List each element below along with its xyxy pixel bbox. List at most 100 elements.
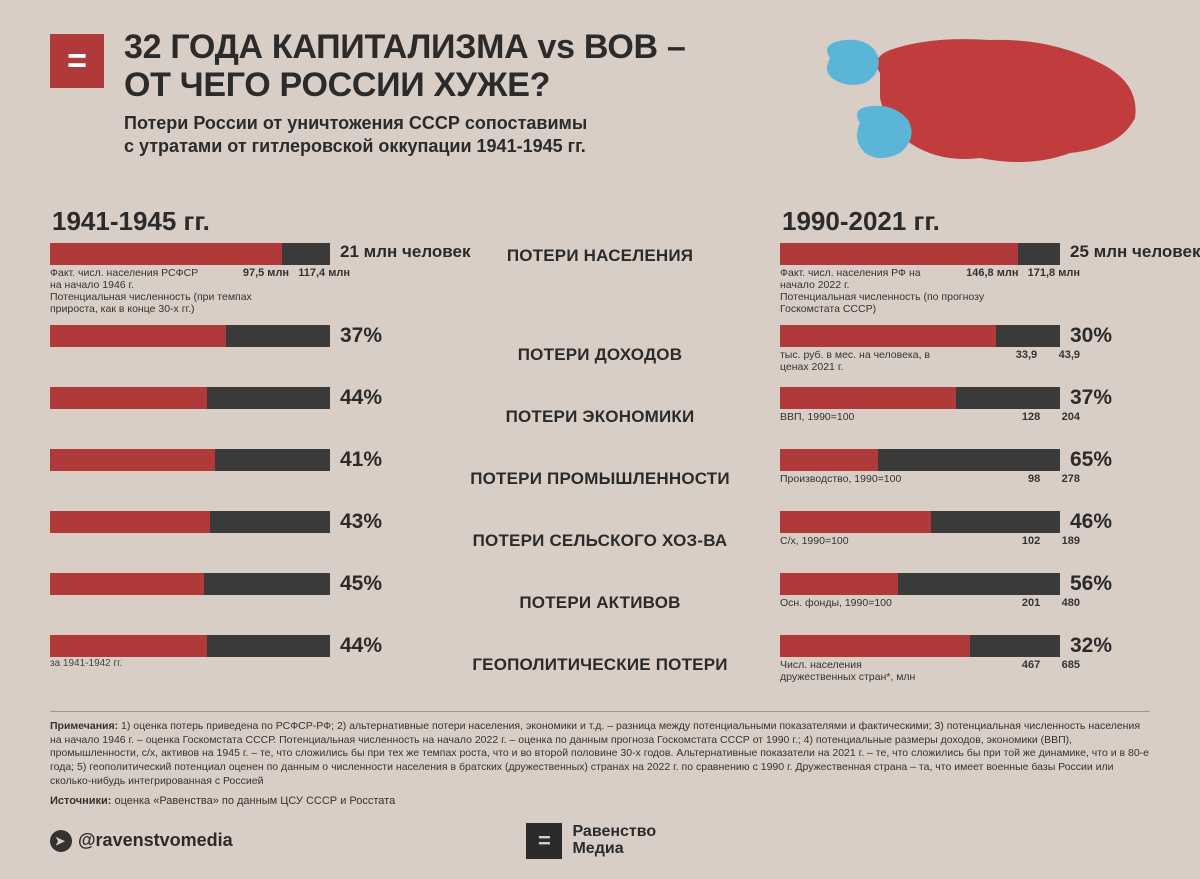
right-row: 46% С/х, 1990=100 102 189 [780,511,1150,573]
bar-value: 46% [1070,511,1112,533]
bar-red [780,387,956,409]
bar-track [780,635,1060,657]
left-row-population: 21 млн человек Факт. числ. населения РСФ… [50,243,420,325]
bar-track [780,387,1060,409]
column-left: 1941-1945 гг. 21 млн человек Факт. числ.… [50,206,420,697]
right-row: 32% Числ. населения дружественных стран*… [780,635,1150,697]
left-row: 37% [50,325,420,387]
bar-value: 41% [340,449,382,471]
bar-value: 37% [340,325,382,347]
bar-value: 56% [1070,573,1112,595]
bar-annotation: тыс. руб. в мес. на человека, в ценах 20… [780,349,1080,373]
telegram-link[interactable]: ➤ @ravenstvomedia [50,830,233,852]
bar-red [780,511,931,533]
annot-label: С/х, 1990=100 [780,535,849,547]
brand-line: Равенство [572,823,656,840]
bar-annotation: Факт. числ. населения РФ на начало 2022 … [780,267,1080,315]
bar-red [50,449,215,471]
bar-value: 32% [1070,635,1112,657]
annot-num: 204 [1062,411,1080,423]
annot-num: 480 [1062,597,1080,609]
annot-label: Осн. фонды, 1990=100 [780,597,892,609]
annot-num: 685 [1062,659,1080,671]
bar-red [780,325,996,347]
right-row-population: 25 млн человек Факт. числ. населения РФ … [780,243,1150,325]
left-row: 43% [50,511,420,573]
bar-red [780,449,878,471]
sources-body: оценка «Равенства» по данным ЦСУ СССР и … [111,795,395,807]
title-block: 32 ГОДА КАПИТАЛИЗМА vs ВОВ – ОТ ЧЕГО РОС… [124,28,780,157]
brand-line: Медиа [572,840,623,857]
annot-label: Потенциальная численность (по прогнозу Г… [780,291,1000,315]
subtitle-line-1: Потери России от уничтожения СССР сопост… [124,113,587,133]
bar-red [50,325,226,347]
right-row: 65% Производство, 1990=100 98 278 [780,449,1150,511]
category-label: ПОТЕРИ СЕЛЬСКОГО ХОЗ-ВА [473,531,728,551]
annot-label: тыс. руб. в мес. на человека, в ценах 20… [780,349,930,373]
bar-value: 45% [340,573,382,595]
comparison-grid: 1941-1945 гг. 21 млн человек Факт. числ.… [50,206,1150,697]
right-row: 37% ВВП, 1990=100 128 204 [780,387,1150,449]
bar-value: 65% [1070,449,1112,471]
annot-num: 146,8 млн [966,267,1018,279]
bar-red [50,243,282,265]
bar-track [50,243,330,265]
logo-icon: = [50,34,104,88]
bar-track [50,449,330,471]
category-label: ПОТЕРИ ДОХОДОВ [518,345,682,365]
bar-track [780,511,1060,533]
annot-label: Факт. числ. населения РСФСР на начало 19… [50,267,200,291]
brand-block: = Равенство Медиа [526,823,656,859]
column-right: 1990-2021 гг. 25 млн человек Факт. числ.… [780,206,1150,697]
telegram-icon: ➤ [50,830,72,852]
bar-annotation: Производство, 1990=100 98 278 [780,473,1080,486]
bar-red [50,635,207,657]
bar-value: 44% [340,635,382,657]
bar-value: 25 млн человек [1070,243,1150,261]
annot-num: 97,5 млн [243,267,289,279]
category-label: ПОТЕРИ НАСЕЛЕНИЯ [507,246,693,266]
bar-track [780,573,1060,595]
column-center: ПОТЕРИ НАСЕЛЕНИЯ ПОТЕРИ ДОХОДОВ ПОТЕРИ Э… [420,206,780,696]
bar-red [50,573,204,595]
bar-value: 30% [1070,325,1112,347]
bar-track [780,243,1060,265]
annot-num: 201 [1022,597,1040,609]
bar-red [780,573,898,595]
bar-value: 21 млн человек [340,243,420,261]
annot-num: 102 [1022,535,1040,547]
ussr-map [800,28,1150,188]
annot-num: 43,9 [1059,349,1080,361]
category-label: ГЕОПОЛИТИЧЕСКИЕ ПОТЕРИ [472,655,727,675]
bar-red [50,387,207,409]
title-line-1: 32 ГОДА КАПИТАЛИЗМА vs ВОВ – [124,28,685,66]
bar-track [50,387,330,409]
annot-num: 189 [1062,535,1080,547]
annot-num: 171,8 млн [1028,267,1080,279]
brand-icon: = [526,823,562,859]
bottom-brand: ➤ @ravenstvomedia = Равенство Медиа [50,823,1150,859]
page-title: 32 ГОДА КАПИТАЛИЗМА vs ВОВ – ОТ ЧЕГО РОС… [124,28,780,104]
bar-value: 37% [1070,387,1112,409]
bar-red [780,635,970,657]
left-row: 41% [50,449,420,511]
annot-label: ВВП, 1990=100 [780,411,854,423]
annot-num: 278 [1062,473,1080,485]
bar-track [50,511,330,533]
right-row: 56% Осн. фонды, 1990=100 201 480 [780,573,1150,635]
annot-num: 98 [1028,473,1040,485]
title-line-2: ОТ ЧЕГО РОССИИ ХУЖЕ? [124,66,550,104]
bar-red [50,511,210,533]
category-label: ПОТЕРИ ЭКОНОМИКИ [506,407,695,427]
bar-annotation: ВВП, 1990=100 128 204 [780,411,1080,424]
category-label: ПОТЕРИ АКТИВОВ [519,593,680,613]
bar-annotation: Осн. фонды, 1990=100 201 480 [780,597,1080,610]
left-row: 45% [50,573,420,635]
left-row: 44% [50,387,420,449]
period-left-title: 1941-1945 гг. [52,206,420,237]
annot-num: 467 [1022,659,1040,671]
annot-num: 33,9 [1016,349,1037,361]
annot-label: Числ. населения дружественных стран*, мл… [780,659,930,683]
bar-track [780,325,1060,347]
sources-heading: Источники: [50,795,111,807]
